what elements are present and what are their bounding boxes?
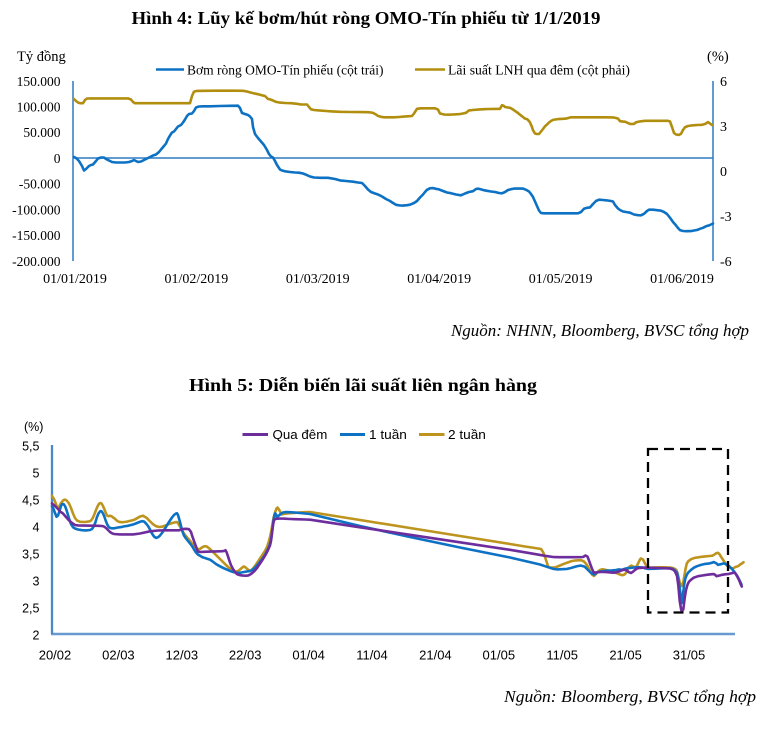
svg-text:22/03: 22/03: [229, 648, 262, 663]
svg-text:31/05: 31/05: [673, 648, 706, 663]
svg-text:21/05: 21/05: [609, 648, 642, 663]
svg-text:01/05/2019: 01/05/2019: [529, 272, 593, 287]
svg-text:4,5: 4,5: [22, 493, 39, 507]
svg-text:4: 4: [33, 520, 40, 534]
svg-text:-200.000: -200.000: [12, 254, 61, 269]
svg-text:20/02: 20/02: [39, 648, 72, 663]
svg-text:Lãi suất LNH qua đêm (cột phải: Lãi suất LNH qua đêm (cột phải): [448, 63, 630, 78]
svg-text:6: 6: [720, 75, 727, 90]
svg-text:-100.000: -100.000: [12, 202, 61, 217]
svg-text:3,5: 3,5: [22, 547, 39, 561]
svg-text:50.000: 50.000: [23, 125, 60, 140]
svg-text:21/04: 21/04: [419, 648, 452, 663]
svg-text:01/05: 01/05: [483, 648, 516, 663]
svg-text:12/03: 12/03: [166, 648, 199, 663]
svg-text:(%): (%): [707, 49, 729, 65]
svg-text:-6: -6: [720, 255, 732, 270]
svg-text:-50.000: -50.000: [19, 177, 61, 192]
svg-text:2,5: 2,5: [22, 601, 39, 615]
svg-text:01/01/2019: 01/01/2019: [43, 272, 107, 287]
svg-text:Nguồn: NHNN, Bloomberg, BVSC t: Nguồn: NHNN, Bloomberg, BVSC tổng hợp: [450, 321, 749, 340]
svg-text:01/04: 01/04: [292, 648, 325, 663]
svg-text:150.000: 150.000: [17, 74, 61, 89]
svg-text:2: 2: [33, 628, 40, 642]
svg-text:01/03/2019: 01/03/2019: [286, 272, 350, 287]
svg-text:Hình 5: Diễn biến lãi suất liê: Hình 5: Diễn biến lãi suất liên ngân hàn…: [189, 375, 537, 395]
svg-text:01/06/2019: 01/06/2019: [650, 272, 714, 287]
svg-text:100.000: 100.000: [17, 100, 61, 115]
svg-text:11/05: 11/05: [546, 648, 578, 663]
svg-text:5: 5: [33, 466, 40, 480]
svg-text:11/04: 11/04: [356, 648, 388, 663]
svg-text:Nguồn: Bloomberg, BVSC tổng hợ: Nguồn: Bloomberg, BVSC tổng hợp: [503, 687, 756, 706]
svg-text:5,5: 5,5: [22, 439, 39, 453]
svg-text:Hình 4: Lũy kế bơm/hút ròng OM: Hình 4: Lũy kế bơm/hút ròng OMO-Tín phiế…: [132, 8, 601, 28]
svg-text:Bơm ròng OMO-Tín phiếu (cột tr: Bơm ròng OMO-Tín phiếu (cột trái): [187, 63, 384, 78]
svg-text:Qua đêm: Qua đêm: [273, 427, 328, 442]
svg-text:3: 3: [720, 120, 727, 135]
svg-text:0: 0: [54, 151, 61, 166]
svg-text:02/03: 02/03: [102, 648, 135, 663]
svg-text:0: 0: [720, 165, 727, 180]
svg-text:2 tuần: 2 tuần: [448, 427, 486, 442]
svg-text:-150.000: -150.000: [12, 228, 61, 243]
svg-text:01/04/2019: 01/04/2019: [407, 272, 471, 287]
svg-text:3: 3: [33, 574, 40, 588]
svg-text:1 tuần: 1 tuần: [369, 427, 407, 442]
svg-text:(%): (%): [24, 420, 43, 434]
svg-text:Tỷ đồng: Tỷ đồng: [17, 49, 66, 65]
svg-text:-3: -3: [720, 210, 732, 225]
svg-text:01/02/2019: 01/02/2019: [165, 272, 229, 287]
